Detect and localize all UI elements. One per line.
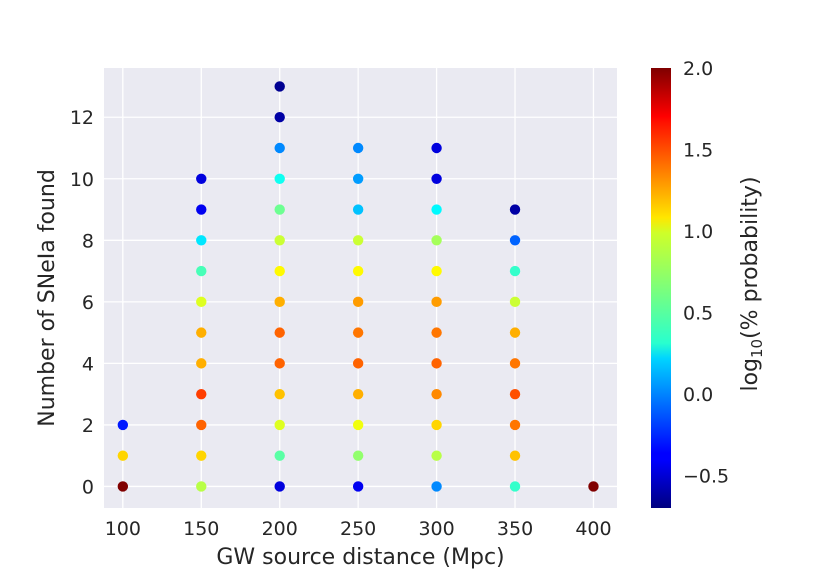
colorbar-tick-label: 0.5 (683, 302, 713, 324)
x-axis-ticks: 100 150 200 250 300 350 400 (105, 518, 612, 540)
data-point (196, 419, 207, 431)
data-point (431, 419, 442, 431)
y-axis-ticks: 0 2 4 6 8 10 12 (70, 107, 94, 498)
colorbar-tick-label: 1.0 (683, 221, 713, 243)
colorbar-tick-label: 1.5 (683, 139, 713, 161)
data-point (274, 358, 285, 369)
data-point (196, 388, 207, 400)
data-point (196, 358, 207, 369)
y-tick-label: 6 (82, 292, 94, 314)
data-point (352, 481, 364, 492)
data-point (509, 327, 521, 338)
data-point (196, 450, 207, 461)
data-point (274, 481, 285, 492)
data-point (352, 265, 364, 277)
data-point (431, 327, 442, 338)
colorbar-tick-label: 0.0 (683, 384, 713, 406)
data-point (509, 481, 521, 492)
data-point (274, 327, 285, 338)
y-tick-label: 2 (82, 415, 94, 437)
y-tick-label: 10 (70, 169, 94, 191)
data-point (431, 204, 442, 215)
data-point (431, 142, 442, 154)
x-tick-label: 250 (340, 518, 376, 540)
data-point (509, 204, 521, 215)
data-point (431, 235, 442, 246)
data-point (196, 173, 207, 184)
data-point (431, 296, 442, 308)
colorbar-label-suffix: (% probability) (738, 176, 763, 338)
data-point (352, 388, 364, 400)
colorbar-label-subscript: 10 (748, 339, 766, 358)
data-point (117, 481, 129, 492)
data-point (274, 265, 285, 277)
data-point (509, 419, 521, 431)
data-point (431, 173, 442, 184)
data-point (352, 235, 364, 246)
data-point (274, 173, 285, 184)
data-points (117, 81, 599, 492)
data-point (274, 450, 285, 461)
data-point (274, 204, 285, 215)
data-point (274, 235, 285, 246)
colorbar (651, 68, 671, 508)
data-point (431, 481, 442, 492)
data-point (196, 204, 207, 215)
data-point (509, 265, 521, 277)
data-point (431, 388, 442, 400)
colorbar-label-prefix: log (738, 358, 763, 392)
data-point (274, 112, 285, 123)
x-axis-label: GW source distance (Mpc) (216, 545, 504, 570)
x-tick-label: 300 (418, 518, 454, 540)
data-point (509, 358, 521, 369)
colorbar-tick-label: −0.5 (683, 465, 729, 487)
data-point (509, 388, 521, 400)
data-point (431, 358, 442, 369)
data-point (117, 450, 129, 461)
data-point (274, 388, 285, 400)
y-tick-label: 8 (82, 230, 94, 252)
colorbar-tick-label: 2.0 (683, 58, 713, 80)
data-point (274, 81, 285, 92)
data-point (274, 419, 285, 431)
data-point (352, 142, 364, 154)
data-point (352, 296, 364, 308)
data-point (431, 265, 442, 277)
y-tick-label: 0 (82, 476, 94, 498)
data-point (196, 235, 207, 246)
data-point (117, 419, 129, 431)
x-tick-label: 150 (183, 518, 219, 540)
x-tick-label: 400 (575, 518, 611, 540)
y-tick-label: 12 (70, 107, 94, 129)
data-point (588, 481, 599, 492)
x-tick-label: 100 (105, 518, 141, 540)
y-tick-label: 4 (82, 353, 94, 375)
data-point (196, 265, 207, 277)
data-point (352, 358, 364, 369)
data-point (352, 450, 364, 461)
x-tick-label: 200 (262, 518, 298, 540)
data-point (196, 481, 207, 492)
data-point (509, 450, 521, 461)
x-tick-label: 350 (497, 518, 533, 540)
data-point (509, 296, 521, 308)
colorbar-label: log10(% probability) (738, 176, 766, 391)
data-point (196, 296, 207, 308)
data-point (509, 235, 521, 246)
data-point (274, 142, 285, 154)
colorbar-ticks: −0.5 0.0 0.5 1.0 1.5 2.0 (683, 58, 729, 487)
data-point (352, 419, 364, 431)
data-point (196, 327, 207, 338)
data-point (274, 296, 285, 308)
data-point (352, 204, 364, 215)
data-point (352, 327, 364, 338)
plot-area (104, 68, 617, 508)
data-point (431, 450, 442, 461)
y-axis-label: Number of SNeIa found (35, 169, 60, 427)
data-point (352, 173, 364, 184)
